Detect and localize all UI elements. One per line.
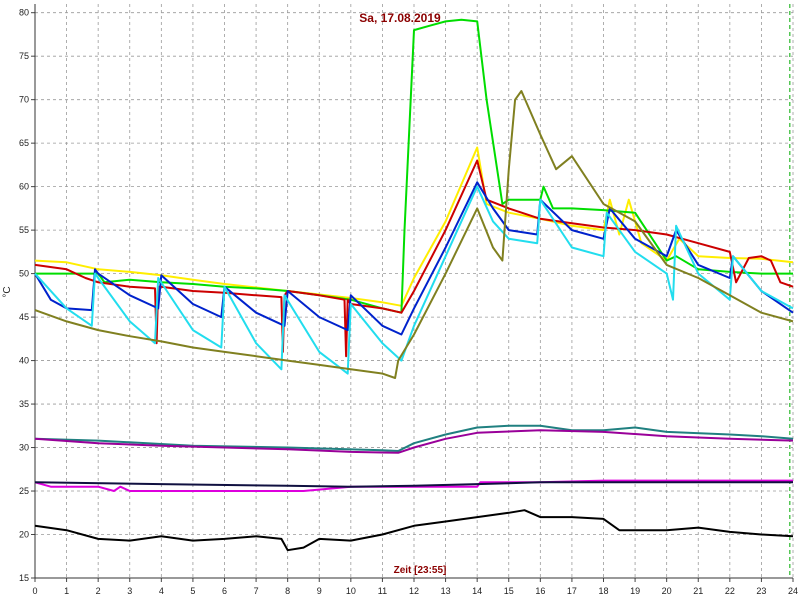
series-line-8 [34, 429, 794, 454]
series-line-9 [34, 479, 793, 492]
x-tick-label: 11 [378, 586, 387, 596]
x-tick-label: 8 [285, 586, 290, 596]
y-tick-label: 65 [19, 138, 29, 148]
y-tick-label: 70 [19, 95, 29, 105]
y-tick-label: 35 [19, 399, 29, 409]
y-tick-label: 60 [19, 182, 29, 192]
y-axis-label: °C [2, 286, 13, 297]
x-tick-label: 22 [725, 586, 735, 596]
x-tick-label: 17 [567, 586, 577, 596]
series-line-10 [34, 481, 793, 488]
x-tick-label: 4 [159, 586, 164, 596]
y-tick-labels: 15 20 25 30 35 40 45 50 55 60 65 70 75 80 [19, 8, 29, 583]
y-tick-label: 25 [19, 486, 29, 496]
x-tick-label: 20 [662, 586, 672, 596]
x-tick-label: 0 [32, 586, 37, 596]
x-tick-label: 14 [472, 586, 482, 596]
y-tick-label: 20 [19, 530, 29, 540]
x-tick-label: 19 [630, 586, 640, 596]
y-tick-label: 45 [19, 312, 29, 322]
grid [35, 4, 794, 579]
x-tick-label: 10 [346, 586, 356, 596]
x-tick-label: 3 [127, 586, 132, 596]
y-tick-label: 50 [19, 269, 29, 279]
x-tick-label: 12 [409, 586, 419, 596]
y-tick-label: 30 [19, 443, 29, 453]
x-tick-label: 16 [535, 586, 545, 596]
y-tick-label: 75 [19, 51, 29, 61]
y-tick-label: 55 [19, 225, 29, 235]
y-tick-label: 80 [19, 8, 29, 18]
x-tick-label: 24 [788, 586, 798, 596]
x-tick-label: 15 [504, 586, 514, 596]
x-tick-label: 18 [598, 586, 608, 596]
series-line-7 [34, 424, 794, 452]
x-tick-label: 21 [693, 586, 703, 596]
x-tick-label: 5 [190, 586, 195, 596]
series-line-5 [34, 185, 794, 375]
y-tick-label: 15 [19, 573, 29, 583]
series-line-6 [34, 90, 794, 379]
x-tick-labels: 0 1 2 3 4 5 6 7 8 9 10 11 12 13 14 15 16 17 18 19 20 21 22 23 24 [32, 586, 798, 596]
x-tick-label: 7 [254, 586, 259, 596]
series-line-11 [34, 509, 794, 552]
y-tick-label: 40 [19, 356, 29, 366]
x-tick-label: 1 [64, 586, 69, 596]
x-tick-label: 23 [756, 586, 766, 596]
series-line-4 [34, 181, 794, 336]
x-tick-label: 13 [441, 586, 451, 596]
x-axis-label: Zeit [23:55] [394, 565, 447, 576]
chart-title: Sa, 17.08.2019 [359, 11, 441, 25]
series-lines [34, 18, 794, 552]
x-tick-label: 6 [222, 586, 227, 596]
series-line-2 [35, 18, 793, 314]
x-tick-label: 2 [96, 586, 101, 596]
x-tick-label: 9 [317, 586, 322, 596]
